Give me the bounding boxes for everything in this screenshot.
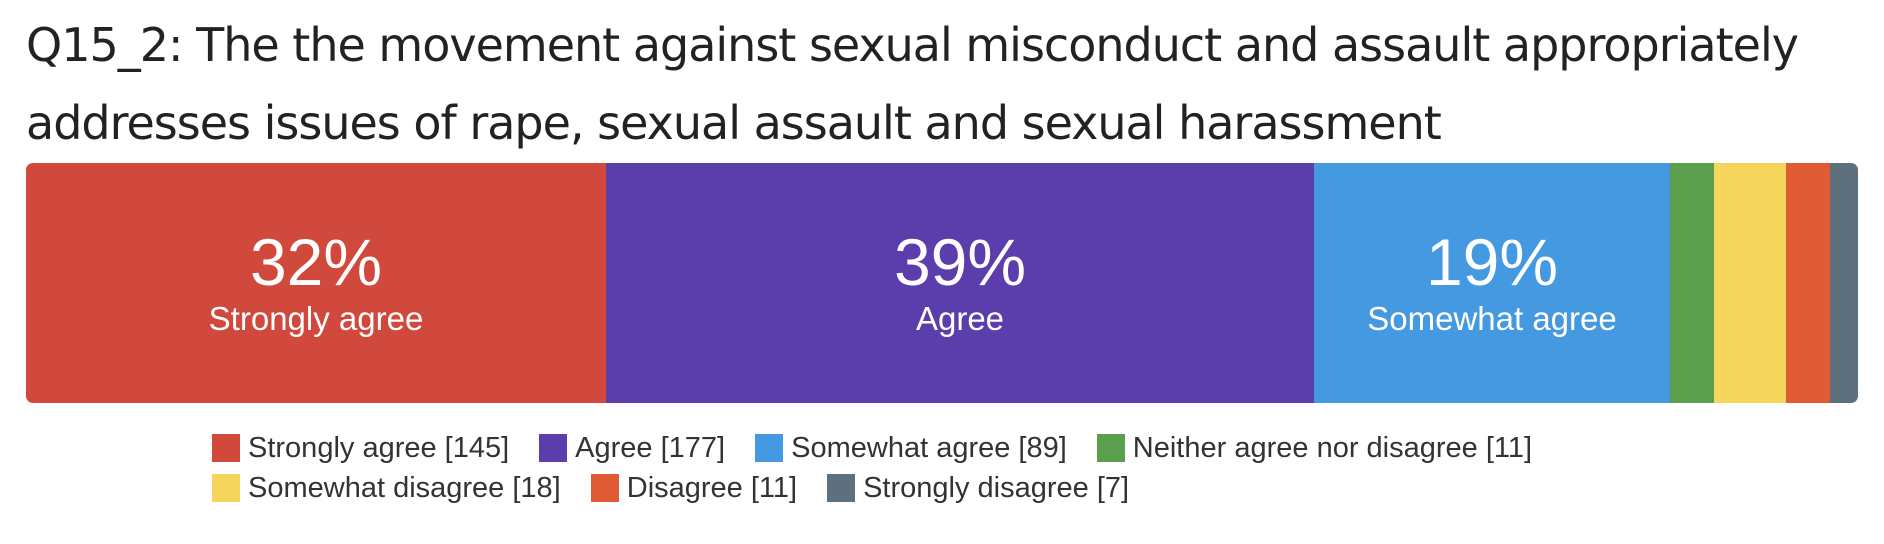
legend-swatch [212, 474, 240, 502]
legend-label: Strongly disagree [7] [863, 471, 1130, 504]
legend-item-strongly-disagree[interactable]: Strongly disagree [7] [827, 472, 1129, 505]
bar-segment-agree[interactable] [606, 163, 1315, 403]
bar-segment-neither-agree-nor-disagree[interactable] [1670, 163, 1715, 403]
chart-title: Q15_2: The the movement against sexual m… [26, 18, 1799, 150]
bar-segment-strongly-disagree[interactable] [1830, 163, 1859, 403]
bar-segment-disagree[interactable] [1786, 163, 1831, 403]
legend-label: Somewhat agree [89] [791, 431, 1067, 464]
legend-label: Somewhat disagree [18] [248, 471, 561, 504]
legend-swatch [755, 434, 784, 462]
legend-label: Neither agree nor disagree [11] [1132, 431, 1533, 464]
legend-item-somewhat-agree[interactable]: Somewhat agree [89] [755, 432, 1067, 465]
bar-segments [26, 163, 1859, 403]
legend-item-somewhat-disagree[interactable]: Somewhat disagree [18] [212, 472, 561, 505]
bar-segment-somewhat-disagree[interactable] [1714, 163, 1787, 403]
data-label-category: Agree [916, 300, 1004, 337]
data-label-percent: 39% [894, 225, 1026, 299]
data-label-percent: 32% [250, 225, 382, 299]
data-label-category: Somewhat agree [1367, 300, 1616, 337]
legend-label: Strongly agree [145] [248, 431, 510, 464]
legend-swatch [212, 434, 240, 462]
bar-segment-somewhat-agree[interactable] [1314, 163, 1671, 403]
data-label-percent: 19% [1426, 225, 1558, 299]
legend-label: Agree [177] [575, 431, 726, 464]
legend-swatch [590, 474, 619, 502]
bar-segment-strongly-agree[interactable] [26, 163, 607, 403]
legend-row: Strongly agree [145] Agree [177] Somewha… [212, 428, 1712, 468]
data-label-category: Strongly agree [209, 300, 424, 337]
chart-legend: Strongly agree [145] Agree [177] Somewha… [212, 428, 1712, 508]
legend-item-neither[interactable]: Neither agree nor disagree [11] [1096, 431, 1533, 465]
legend-swatch [827, 474, 856, 502]
legend-swatch [539, 434, 568, 462]
legend-item-agree[interactable]: Agree [177] [539, 432, 725, 465]
legend-item-strongly-agree[interactable]: Strongly agree [145] [212, 432, 509, 465]
legend-swatch [1096, 434, 1125, 462]
legend-item-disagree[interactable]: Disagree [11] [590, 471, 798, 505]
legend-row: Somewhat disagree [18] Disagree [11] Str… [212, 468, 1712, 508]
legend-label: Disagree [11] [626, 471, 798, 504]
